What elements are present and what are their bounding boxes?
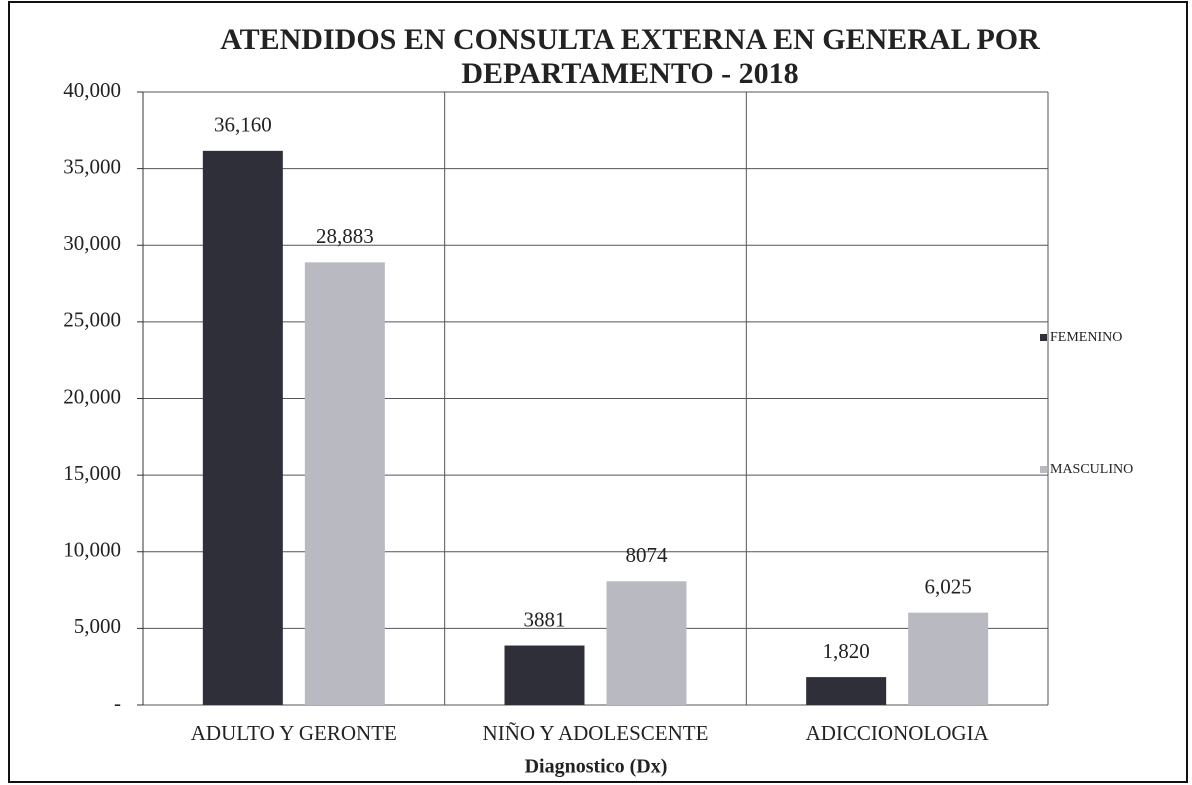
bar xyxy=(504,645,585,705)
y-tick-label: 10,000 xyxy=(63,538,121,562)
value-label: 36,160 xyxy=(214,113,272,137)
y-tick-label: - xyxy=(114,691,121,715)
legend-swatch xyxy=(1040,334,1047,341)
x-tick-label: ADICCIONOLOGIA xyxy=(806,721,990,745)
y-tick-label: 15,000 xyxy=(63,461,121,485)
value-label: 1,820 xyxy=(823,639,870,663)
y-tick-label: 5,000 xyxy=(74,614,121,638)
bar xyxy=(202,150,283,705)
x-tick-label: ADULTO Y GERONTE xyxy=(191,721,397,745)
y-tick-label: 25,000 xyxy=(63,308,121,332)
y-tick-label: 20,000 xyxy=(63,384,121,408)
chart-title: ATENDIDOS EN CONSULTA EXTERNA EN GENERAL… xyxy=(220,23,1040,56)
bar xyxy=(304,262,385,705)
legend-swatch xyxy=(1040,466,1047,473)
value-label: 3881 xyxy=(524,607,566,631)
y-tick-label: 40,000 xyxy=(63,78,121,102)
legend-label: MASCULINO xyxy=(1050,462,1133,477)
bar xyxy=(806,677,887,705)
x-axis-label: Diagnostico (Dx) xyxy=(525,756,668,778)
chart-title: DEPARTAMENTO - 2018 xyxy=(461,57,798,90)
bar xyxy=(606,581,687,705)
legend-label: FEMENINO xyxy=(1050,330,1122,345)
value-label: 28,883 xyxy=(316,224,374,248)
y-tick-label: 30,000 xyxy=(63,231,121,255)
x-tick-label: NIÑO Y ADOLESCENTE xyxy=(483,721,709,745)
chart-frame xyxy=(8,1,1188,783)
y-tick-label: 35,000 xyxy=(63,154,121,178)
value-label: 8074 xyxy=(626,543,669,567)
value-label: 6,025 xyxy=(925,574,972,598)
bar xyxy=(908,612,989,705)
